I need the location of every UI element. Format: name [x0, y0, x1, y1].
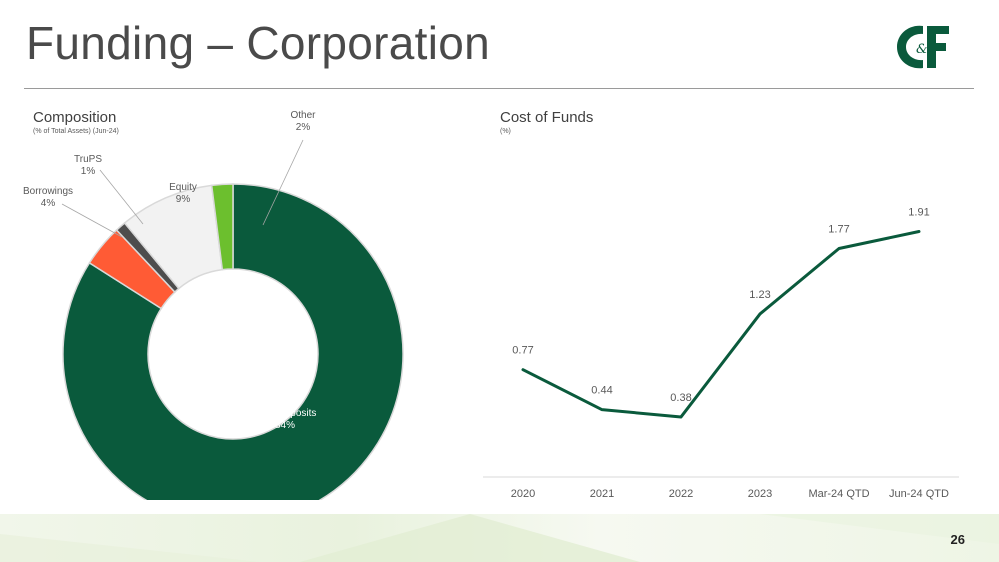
slice-label-other: Other — [290, 110, 316, 121]
data-label-5: 1.91 — [908, 207, 929, 219]
x-tick-label-0: 2020 — [511, 488, 535, 500]
page-number: 26 — [950, 532, 965, 547]
data-label-3: 1.23 — [749, 289, 770, 301]
data-label-1: 0.44 — [591, 385, 612, 397]
x-tick-label-2: 2022 — [669, 488, 693, 500]
x-tick-label-3: 2023 — [748, 488, 772, 500]
composition-subtitle: (% of Total Assets) (Jun-24) — [33, 128, 119, 135]
slice-value-trups: 1% — [81, 166, 96, 177]
leader-line-trups — [99, 169, 144, 225]
leader-line-borrowings — [61, 203, 123, 238]
data-label-2: 0.38 — [670, 392, 691, 404]
title-divider — [24, 88, 974, 89]
slice-value-borrowings: 4% — [41, 198, 56, 209]
slice-value-equity: 9% — [176, 194, 191, 205]
data-label-0: 0.77 — [512, 345, 533, 357]
composition-title: Composition — [33, 109, 117, 126]
page-title: Funding – Corporation — [26, 17, 491, 69]
cost-of-funds-line-chart: 0.77 0.44 0.38 1.23 1.77 1.91 2020 2021 2022 2023… — [483, 207, 959, 500]
slice-label-total-deposits: Total Deposits — [254, 408, 317, 419]
slice-label-trups: TruPS — [74, 154, 102, 165]
company-logo: & — [897, 25, 949, 69]
cost-of-funds-title: Cost of Funds — [500, 109, 594, 126]
x-tick-label-1: 2021 — [590, 488, 614, 500]
footer-decoration — [0, 514, 999, 562]
slice-label-borrowings: Borrowings — [23, 186, 73, 197]
x-tick-label-5: Jun-24 QTD — [889, 488, 949, 500]
data-label-4: 1.77 — [828, 223, 849, 235]
donut-slice-total-deposits — [62, 183, 404, 500]
cost-of-funds-subtitle: (%) — [500, 128, 511, 135]
slice-value-total-deposits: 84% — [275, 420, 295, 431]
cost-of-funds-line — [521, 230, 921, 419]
svg-text:&: & — [916, 42, 928, 57]
x-tick-label-4: Mar-24 QTD — [808, 488, 869, 500]
slice-label-equity: Equity — [169, 182, 197, 193]
slice-value-other: 2% — [296, 122, 311, 133]
leader-line-other — [262, 139, 304, 226]
donut-slice-other — [210, 183, 234, 271]
